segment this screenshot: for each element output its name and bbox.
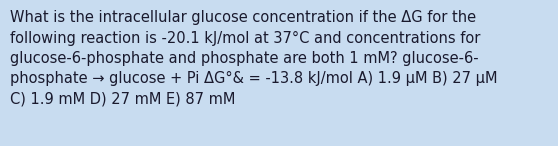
Text: What is the intracellular glucose concentration if the ΔG for the
following reac: What is the intracellular glucose concen… <box>10 10 498 107</box>
